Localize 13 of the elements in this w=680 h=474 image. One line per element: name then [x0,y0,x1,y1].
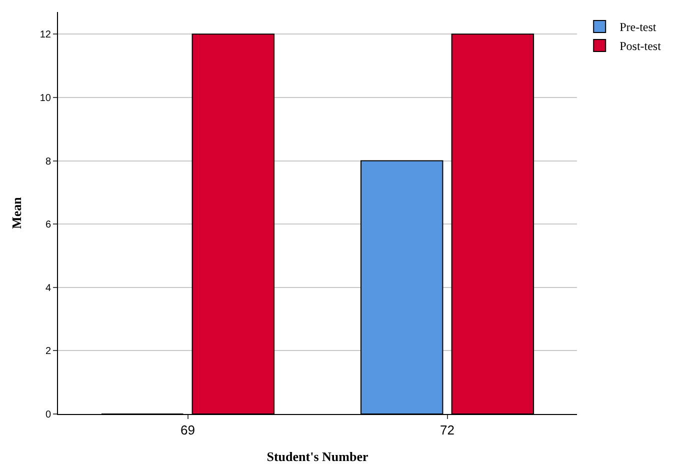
y-axis-title: Mean [8,196,24,229]
y-tick-label: 4 [45,282,52,294]
y-tick-label: 2 [45,346,52,358]
legend-label: Post-test [620,39,662,54]
legend-label: Pre-test [620,20,657,34]
x-tick-label: 69 [180,422,195,438]
y-tick-label: 12 [40,30,52,41]
x-tick-label: 72 [440,422,454,438]
x-axis-title: Student's Number [266,449,368,464]
y-tick-label: 10 [40,92,52,104]
y-tick-label: 0 [45,410,52,420]
y-tick-label: 6 [45,220,52,231]
y-tick-label: 8 [45,156,52,168]
